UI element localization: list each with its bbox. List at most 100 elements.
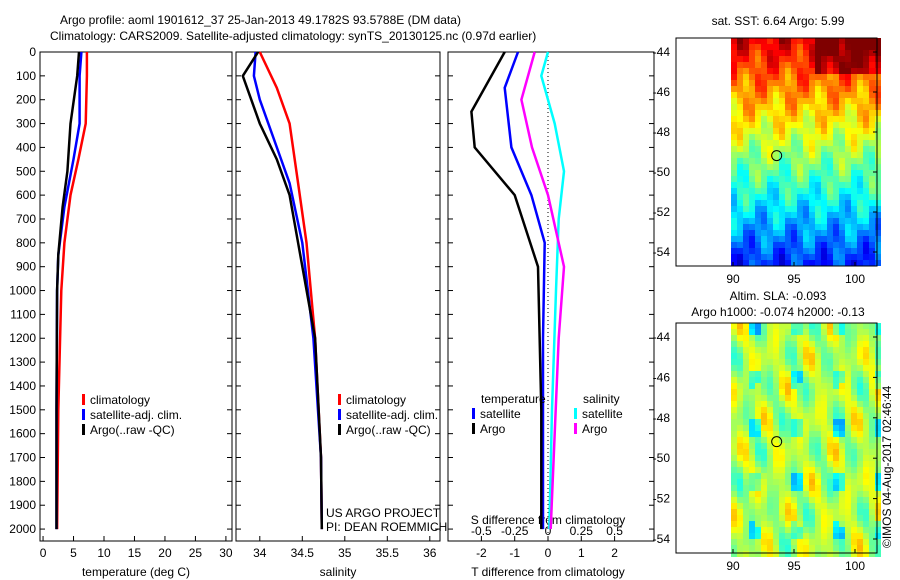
map-cells-sla_map	[731, 323, 881, 557]
map-cell	[797, 461, 803, 467]
map-cell	[839, 62, 845, 68]
map-cell	[851, 371, 857, 377]
map-cell	[869, 461, 875, 467]
map-cell	[785, 389, 791, 395]
map-cell	[845, 182, 851, 188]
map-cell	[773, 425, 779, 431]
map-cell	[851, 146, 857, 152]
map-cell	[869, 497, 875, 503]
map-cell	[767, 206, 773, 212]
map-cell	[875, 503, 881, 509]
map-cell	[743, 413, 749, 419]
map-cell	[821, 407, 827, 413]
map-cell	[851, 407, 857, 413]
map-cell	[869, 473, 875, 479]
map-cell	[869, 110, 875, 116]
map-cell	[761, 176, 767, 182]
map-cell	[785, 44, 791, 50]
map-cell	[839, 551, 845, 557]
map-cell	[803, 341, 809, 347]
map-cell	[803, 473, 809, 479]
map-cell	[863, 473, 869, 479]
map-cell	[815, 437, 821, 443]
map-cell	[875, 86, 881, 92]
map-cell	[749, 98, 755, 104]
map-cell	[743, 335, 749, 341]
map-cell	[779, 329, 785, 335]
map-cell	[791, 62, 797, 68]
map-cell	[767, 401, 773, 407]
map-cell	[755, 323, 761, 329]
map-cell	[809, 401, 815, 407]
map-cell	[755, 377, 761, 383]
map-cell	[827, 533, 833, 539]
map-cell	[749, 401, 755, 407]
map-cell	[863, 56, 869, 62]
map-cell	[857, 401, 863, 407]
map-cell	[791, 128, 797, 134]
map-cell	[749, 164, 755, 170]
map-cell	[767, 383, 773, 389]
map-cell	[803, 395, 809, 401]
map-cell	[815, 389, 821, 395]
map-cell	[851, 461, 857, 467]
map-cell	[875, 533, 881, 539]
map-cell	[827, 116, 833, 122]
map-cell	[785, 413, 791, 419]
map-cell	[821, 62, 827, 68]
map-cell	[749, 545, 755, 551]
map-cell	[875, 353, 881, 359]
map-cell	[761, 134, 767, 140]
map-cell	[785, 116, 791, 122]
map-cell	[797, 491, 803, 497]
map-cell	[875, 431, 881, 437]
map-cell	[755, 188, 761, 194]
map-cell	[737, 479, 743, 485]
map-cell	[851, 38, 857, 44]
lon-tick-label: 90	[726, 272, 740, 286]
map-cell	[839, 419, 845, 425]
map-cell	[875, 341, 881, 347]
map-cell	[779, 515, 785, 521]
map-cell	[755, 365, 761, 371]
map-cell	[779, 86, 785, 92]
map-cell	[815, 140, 821, 146]
map-cell	[767, 254, 773, 260]
map-cell	[737, 347, 743, 353]
map-cell	[827, 521, 833, 527]
map-cell	[821, 449, 827, 455]
map-cell	[791, 485, 797, 491]
map-cell	[845, 515, 851, 521]
map-cell	[863, 200, 869, 206]
legend-swatch	[82, 424, 85, 435]
map-cell	[803, 329, 809, 335]
map-cell	[779, 443, 785, 449]
map-cell	[761, 170, 767, 176]
map-cell	[779, 122, 785, 128]
map-cell	[761, 437, 767, 443]
map-cell	[767, 146, 773, 152]
map-cell	[797, 431, 803, 437]
map-cell	[779, 212, 785, 218]
map-cell	[875, 254, 881, 260]
map-cell	[737, 104, 743, 110]
map-cell	[875, 230, 881, 236]
map-cell	[761, 347, 767, 353]
map-cell	[791, 347, 797, 353]
map-cell	[857, 230, 863, 236]
map-cell	[755, 200, 761, 206]
map-cell	[737, 371, 743, 377]
map-cell	[863, 347, 869, 353]
map-cell	[875, 413, 881, 419]
map-cell	[875, 425, 881, 431]
map-cell	[755, 521, 761, 527]
map-cell	[845, 329, 851, 335]
map-cell	[743, 407, 749, 413]
map-cell	[827, 38, 833, 44]
map-cell	[839, 38, 845, 44]
map-cell	[875, 44, 881, 50]
map-cell	[869, 170, 875, 176]
map-cell	[743, 74, 749, 80]
map-cell	[839, 80, 845, 86]
